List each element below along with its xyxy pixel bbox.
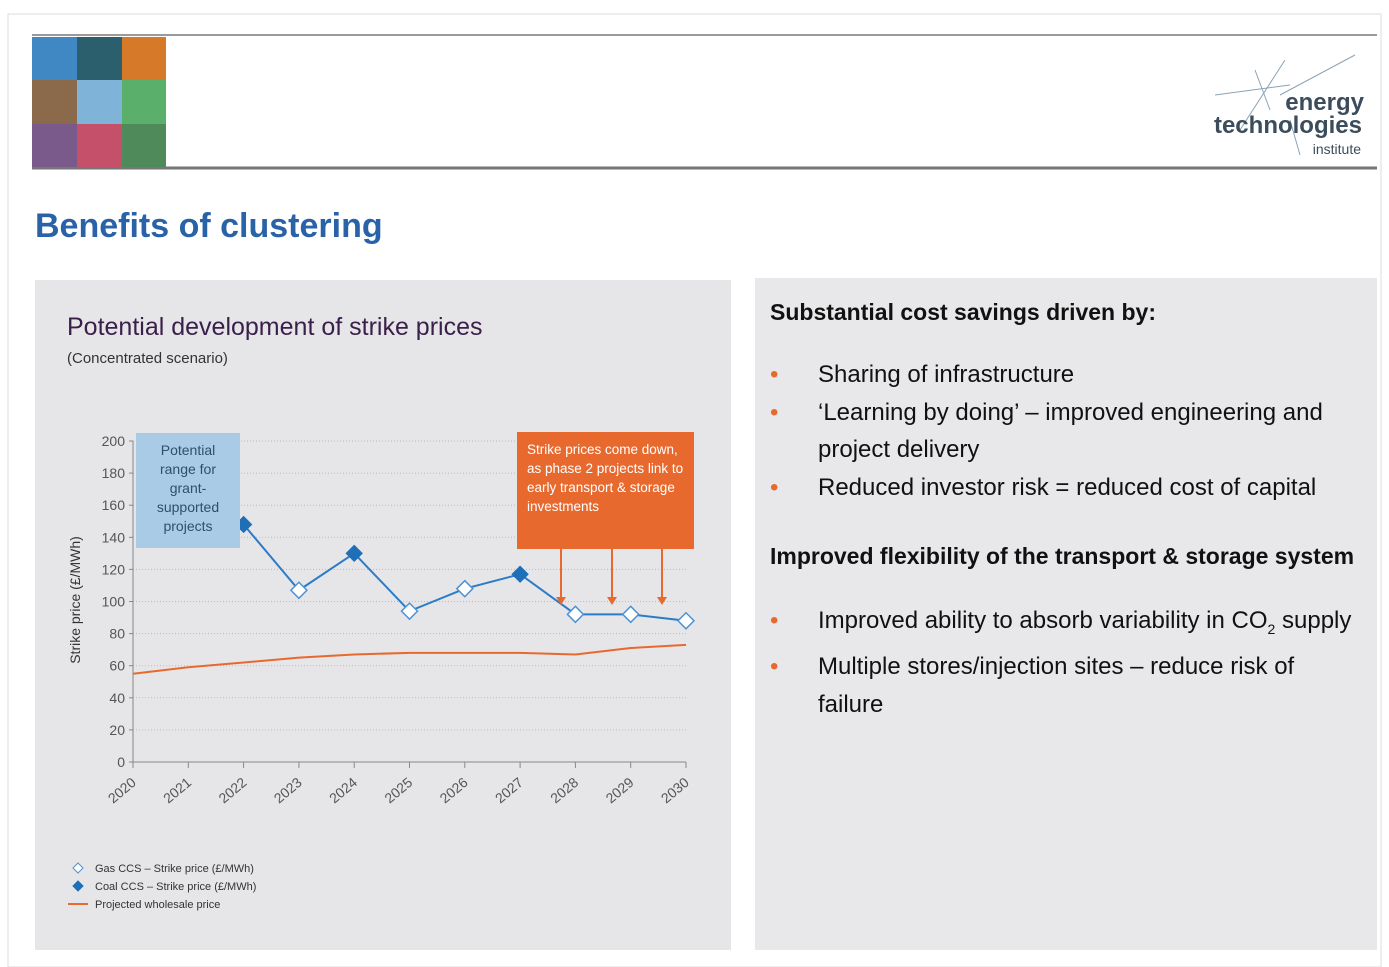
bullet-list: Improved ability to absorb variability i… [770,602,1363,723]
y-tick-label: 140 [102,529,126,545]
annotation-box: Strike prices come down, as phase 2 proj… [517,432,694,549]
bullet-text: Improved ability to absorb variability i… [818,607,1268,634]
legend-label: Gas CCS – Strike price (£/MWh) [95,863,254,875]
text-panel: Substantial cost savings driven by: Shar… [755,278,1377,950]
bullet: Improved ability to absorb variability i… [770,602,1363,648]
annotation-box: Potential range for grant-supported proj… [136,433,240,548]
slide: energy technologies institute Benefits o… [0,0,1389,967]
y-tick-label: 0 [117,754,125,770]
bullet: Multiple stores/injection sites – reduce… [770,648,1363,723]
y-tick-label: 20 [109,722,125,738]
y-tick-label: 100 [102,594,126,610]
legend-label: Projected wholesale price [95,899,220,911]
chart-title: Potential development of strike prices [67,313,483,341]
slide-title: Benefits of clustering [35,207,383,245]
chart-subtitle: (Concentrated scenario) [67,350,228,367]
photo-mosaic [32,37,166,167]
bullet-list: Sharing of infrastructure ‘Learning by d… [770,356,1363,506]
logo-text: technologies [1214,112,1362,139]
y-axis-label: Strike price (£/MWh) [67,536,83,664]
y-tick-label: 60 [109,658,125,674]
y-tick-label: 40 [109,690,125,706]
y-tick-label: 160 [102,497,126,513]
y-tick-label: 120 [102,561,126,577]
logo-text: institute [1313,141,1361,157]
panel-heading: Improved flexibility of the transport & … [770,540,1363,572]
legend-label: Coal CCS – Strike price (£/MWh) [95,881,256,893]
panel-heading: Substantial cost savings driven by: [770,296,1363,328]
y-tick-label: 80 [109,626,125,642]
bullet-text: supply [1275,607,1351,634]
bullet: Reduced investor risk = reduced cost of … [770,469,1363,507]
bullet: Sharing of infrastructure [770,356,1363,394]
logo: energy technologies institute [1214,55,1365,157]
y-tick-label: 200 [102,433,126,449]
y-tick-label: 180 [102,465,126,481]
bullet: ‘Learning by doing’ – improved engineeri… [770,394,1363,469]
